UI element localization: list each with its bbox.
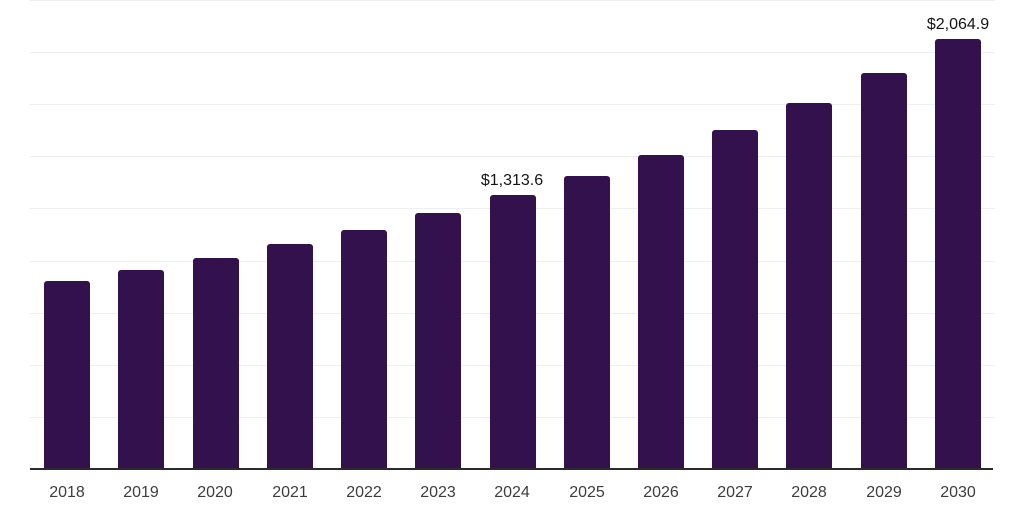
value-label-2024: $1,313.6 <box>480 172 544 189</box>
bar-2026 <box>638 155 684 469</box>
bar-2028 <box>786 103 832 469</box>
bar-2021 <box>267 244 313 469</box>
x-axis-label-2025: 2025 <box>569 484 605 501</box>
x-axis-label-2028: 2028 <box>791 484 827 501</box>
bar-2020 <box>193 258 239 469</box>
x-axis-label-2029: 2029 <box>866 484 902 501</box>
bar-2019 <box>118 270 164 469</box>
bar-2022 <box>341 230 387 469</box>
x-axis-label-2023: 2023 <box>420 484 456 501</box>
x-axis-label-2027: 2027 <box>717 484 753 501</box>
bar-2030 <box>935 39 981 469</box>
value-label-2030: $2,064.9 <box>926 16 990 33</box>
x-axis-line <box>30 468 993 470</box>
gridline-1750 <box>30 104 995 105</box>
gridline-2000 <box>30 52 995 53</box>
x-axis-label-2019: 2019 <box>123 484 159 501</box>
bar-2024 <box>490 195 536 469</box>
bar-2029 <box>861 73 907 469</box>
x-axis-label-2026: 2026 <box>643 484 679 501</box>
gridline-2250 <box>30 0 995 1</box>
bar-2023 <box>415 213 461 469</box>
x-axis-label-2030: 2030 <box>940 484 976 501</box>
x-axis-label-2022: 2022 <box>346 484 382 501</box>
x-axis-label-2020: 2020 <box>197 484 233 501</box>
bar-2027 <box>712 130 758 469</box>
x-axis-label-2024: 2024 <box>494 484 530 501</box>
x-axis-label-2021: 2021 <box>272 484 308 501</box>
bar-2025 <box>564 176 610 469</box>
x-axis-label-2018: 2018 <box>49 484 85 501</box>
bar-2018 <box>44 281 90 469</box>
gridline-1500 <box>30 156 995 157</box>
